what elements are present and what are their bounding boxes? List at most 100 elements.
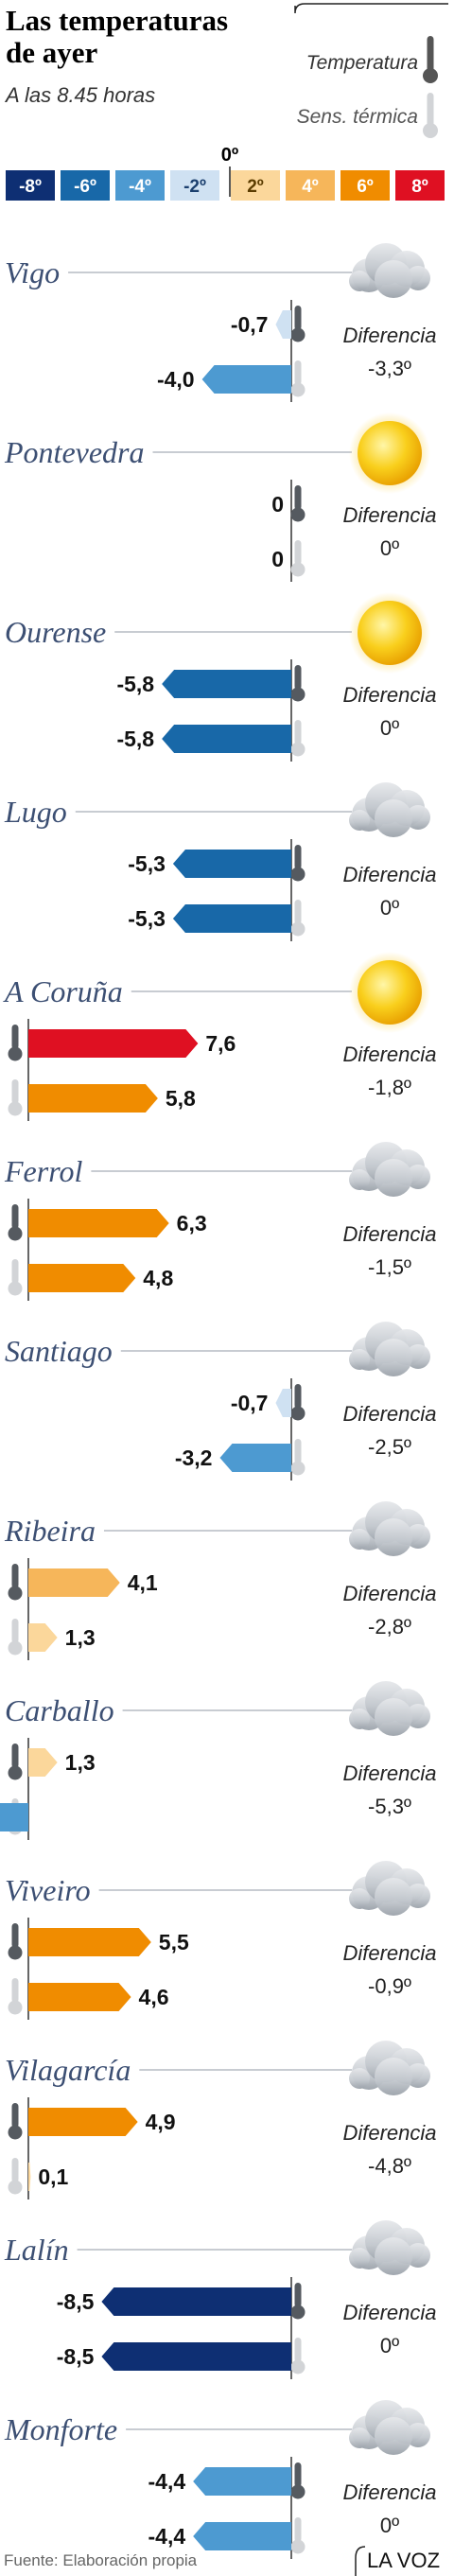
- bar-value-label: -5,8: [116, 727, 154, 751]
- diff-value: -2,5º: [368, 1435, 411, 1459]
- legend-scale-label: -4º: [129, 177, 151, 197]
- footer-source: Fuente: Elaboración propia: [4, 2551, 198, 2569]
- temperature-bar: [28, 1623, 58, 1652]
- temperature-bar: [28, 2163, 31, 2191]
- diff-value: 0º: [380, 716, 399, 740]
- temperature-bar: [219, 1444, 291, 1472]
- city-row: Ourense Diferencia 0º -5,8 -5,8: [5, 592, 437, 762]
- cloud-icon: [349, 1322, 430, 1376]
- diff-value: -5,3º: [368, 1795, 411, 1818]
- legend-scale-item: 8º: [395, 170, 445, 201]
- temperature-bar: [28, 1748, 58, 1777]
- city-name: A Coruña: [3, 974, 123, 1008]
- legend-scale-swatch: [231, 170, 280, 201]
- bar-value-label: -4,4: [148, 2469, 186, 2494]
- city-name: Ferrol: [4, 1154, 82, 1188]
- thermometer-light-icon: [290, 2517, 306, 2554]
- thermometer-dark-icon: [423, 36, 438, 83]
- thermometer-dark-icon: [290, 306, 306, 342]
- city-row: Lugo Diferencia 0º -5,3 -5,3: [4, 782, 437, 941]
- legend-scale-item: -2º: [170, 170, 219, 201]
- temperature-bar: [201, 365, 291, 394]
- diff-value: -3,3º: [368, 357, 411, 380]
- thermometer-dark-icon: [290, 2283, 306, 2320]
- legend-zero-label: 0º: [221, 145, 238, 166]
- legend-scale-label: 4º: [302, 177, 319, 197]
- thermometer-light-icon: [8, 2158, 23, 2195]
- temperature-bar: [275, 1389, 291, 1417]
- temperature-bar: [28, 1264, 136, 1292]
- cloud-icon: [349, 782, 430, 837]
- temperature-bar: [28, 1568, 120, 1597]
- legend-feels-like-label: Sens. térmica: [297, 106, 418, 128]
- bar-value-label: 4,8: [143, 1266, 173, 1290]
- sun-icon: [349, 412, 430, 494]
- legend-scale-label: -6º: [74, 177, 96, 197]
- bar-value-label: 7,6: [205, 1031, 236, 1056]
- cloud-icon: [349, 2220, 430, 2275]
- temperature-bar: [275, 310, 291, 339]
- thermometer-light-icon: [290, 360, 306, 397]
- diff-label: Diferencia: [342, 324, 436, 347]
- sun-icon: [349, 952, 430, 1033]
- legend-scale-swatch: [170, 170, 219, 201]
- city-row: Lalín Diferencia 0º -8,5 -8,5: [4, 2220, 437, 2379]
- temperature-bar: [28, 1029, 199, 1058]
- diff-value: -4,8º: [368, 2154, 411, 2178]
- city-row: Pontevedra Diferencia 0º 0 0: [4, 412, 437, 582]
- temperature-bar: [193, 2467, 291, 2496]
- city-name: Lugo: [4, 795, 67, 829]
- city-row: Vigo Diferencia -3,3º -0,7 -4,0: [5, 243, 437, 402]
- bar-value-label: 1,3: [65, 1625, 96, 1650]
- sun-icon: [349, 592, 430, 674]
- bar-value-label: 0: [271, 547, 284, 571]
- temperature-bar: [28, 2108, 138, 2136]
- city-rows: Vigo Diferencia -3,3º -0,7 -4,0 Pontevedra Dif…: [0, 243, 437, 2559]
- city-name: Pontevedra: [4, 435, 145, 469]
- legend-scale-label: 6º: [357, 177, 374, 197]
- thermometer-dark-icon: [290, 845, 306, 882]
- diff-label: Diferencia: [342, 2301, 436, 2324]
- bar-value-label: -4,4: [148, 2524, 186, 2549]
- thermometer-light-icon: [423, 93, 438, 138]
- diff-label: Diferencia: [342, 1043, 436, 1066]
- city-row: Vilagarcía Diferencia -4,8º 4,9 0,1: [5, 2041, 437, 2199]
- bar-value-label: 0,1: [38, 2164, 68, 2189]
- diff-label: Diferencia: [342, 1222, 436, 1246]
- diff-value: 0º: [380, 896, 399, 920]
- city-name: Monforte: [4, 2412, 117, 2446]
- legend-scale-item: 2º: [231, 170, 280, 201]
- legend-scale-label: 2º: [247, 177, 264, 197]
- thermometer-dark-icon: [8, 1204, 23, 1241]
- legend-scale-swatch: [286, 170, 335, 201]
- city-row: Ribeira Diferencia -2,8º 4,1 1,3: [4, 1501, 437, 1660]
- footer-brand-frame: [355, 2546, 366, 2576]
- chart-title-line2: de ayer: [6, 36, 98, 69]
- legend-scale-item: 6º: [340, 170, 390, 201]
- legend-scale-item: 4º: [286, 170, 335, 201]
- legend-scale-label: -2º: [183, 177, 206, 197]
- legend-scale-swatch: [115, 170, 165, 201]
- temperature-bar: [162, 670, 291, 698]
- thermometer-light-icon: [290, 720, 306, 757]
- diff-value: 0º: [380, 2514, 399, 2537]
- city-name: Carballo: [5, 1693, 114, 1727]
- diff-label: Diferencia: [342, 503, 436, 527]
- temperature-bar: [101, 2342, 292, 2371]
- city-name: Ourense: [5, 615, 106, 649]
- thermometer-light-icon: [8, 1978, 23, 2015]
- bar-value-label: -8,5: [57, 2289, 95, 2314]
- cloud-icon: [349, 1681, 430, 1736]
- bar-value-label: -0,7: [231, 1391, 269, 1415]
- city-row: Viveiro Diferencia -0,9º 5,5 4,6: [5, 1861, 437, 2020]
- diff-label: Diferencia: [342, 2480, 436, 2504]
- city-name: Lalín: [4, 2233, 69, 2267]
- bar-value-label: -5,8: [116, 672, 154, 696]
- city-row: Ferrol Diferencia -1,5º 6,3 4,8: [4, 1142, 437, 1301]
- bar-value-label: 4,1: [128, 1570, 158, 1595]
- thermometer-dark-icon: [290, 2462, 306, 2499]
- bar-value-label: -3,2: [175, 1446, 213, 1470]
- diff-label: Diferencia: [342, 683, 436, 707]
- legend-scale-swatch: [61, 170, 110, 201]
